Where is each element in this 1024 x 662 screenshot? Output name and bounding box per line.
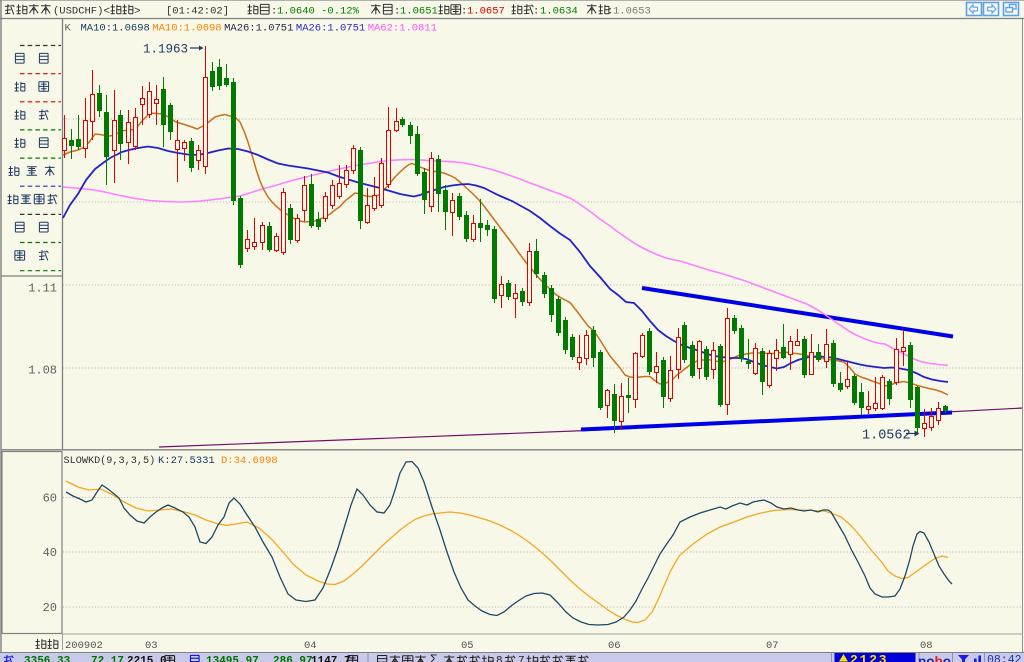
svg-text::: : (271, 6, 277, 18)
svg-text:8: 8 (496, 656, 503, 662)
svg-text:[01:42:02]: [01:42:02] (166, 6, 229, 18)
svg-text:1.0562: 1.0562 (862, 429, 911, 444)
svg-text:200902: 200902 (65, 640, 103, 652)
svg-text:03: 03 (145, 640, 158, 652)
svg-text:1147.7: 1147.7 (311, 656, 351, 662)
svg-text:1.0653: 1.0653 (613, 6, 651, 18)
svg-text:286.97: 286.97 (273, 656, 313, 662)
svg-text:1.0634: 1.0634 (540, 6, 578, 18)
svg-text:K: K (65, 23, 72, 35)
svg-text:SLOWKD(9,3,3,5): SLOWKD(9,3,3,5) (64, 455, 156, 467)
svg-text:13495.97: 13495.97 (206, 656, 259, 662)
svg-text::: : (607, 6, 613, 18)
svg-text:20: 20 (43, 601, 57, 615)
svg-text:06: 06 (608, 640, 621, 652)
svg-text:40: 40 (43, 546, 57, 560)
svg-text:2123: 2123 (850, 653, 888, 662)
svg-text:(USDCHF): (USDCHF) (53, 6, 103, 18)
svg-text::: : (394, 6, 400, 18)
svg-text:MA26:1.0751: MA26:1.0751 (224, 23, 293, 35)
svg-text:pobo: pobo (918, 654, 951, 662)
svg-text::: : (461, 6, 467, 18)
svg-text:<: < (104, 6, 111, 18)
svg-text:Σ: Σ (430, 652, 437, 662)
svg-text::: : (533, 6, 539, 18)
svg-text:MA62:1.0811: MA62:1.0811 (368, 23, 437, 35)
svg-text:08: 08 (920, 640, 933, 652)
svg-text:MA10:1.0698: MA10:1.0698 (152, 23, 221, 35)
svg-text:K:27.5331: K:27.5331 (158, 455, 215, 467)
svg-text:7: 7 (518, 656, 525, 662)
svg-text:3356.33: 3356.33 (24, 656, 71, 662)
svg-text:1.1963: 1.1963 (143, 43, 188, 57)
svg-text:05: 05 (461, 640, 474, 652)
svg-text:MA26:1.0751: MA26:1.0751 (296, 23, 365, 35)
svg-text:MA10:1.0698: MA10:1.0698 (81, 23, 150, 35)
svg-text:07: 07 (766, 640, 779, 652)
svg-text:08:42: 08:42 (987, 654, 1022, 662)
svg-text:04: 04 (304, 640, 317, 652)
svg-text:72.17: 72.17 (91, 656, 124, 662)
svg-text:D:34.6998: D:34.6998 (221, 455, 278, 467)
svg-text:1.0651: 1.0651 (400, 6, 438, 18)
svg-text:1.0657: 1.0657 (467, 6, 505, 18)
svg-text:1.08: 1.08 (28, 364, 57, 378)
svg-text:1.11: 1.11 (28, 282, 57, 296)
svg-text:60: 60 (43, 492, 57, 506)
svg-text:>: > (134, 6, 141, 18)
svg-text:2215.0: 2215.0 (127, 656, 167, 662)
svg-text:1.0640 -0.12%: 1.0640 -0.12% (277, 6, 360, 18)
